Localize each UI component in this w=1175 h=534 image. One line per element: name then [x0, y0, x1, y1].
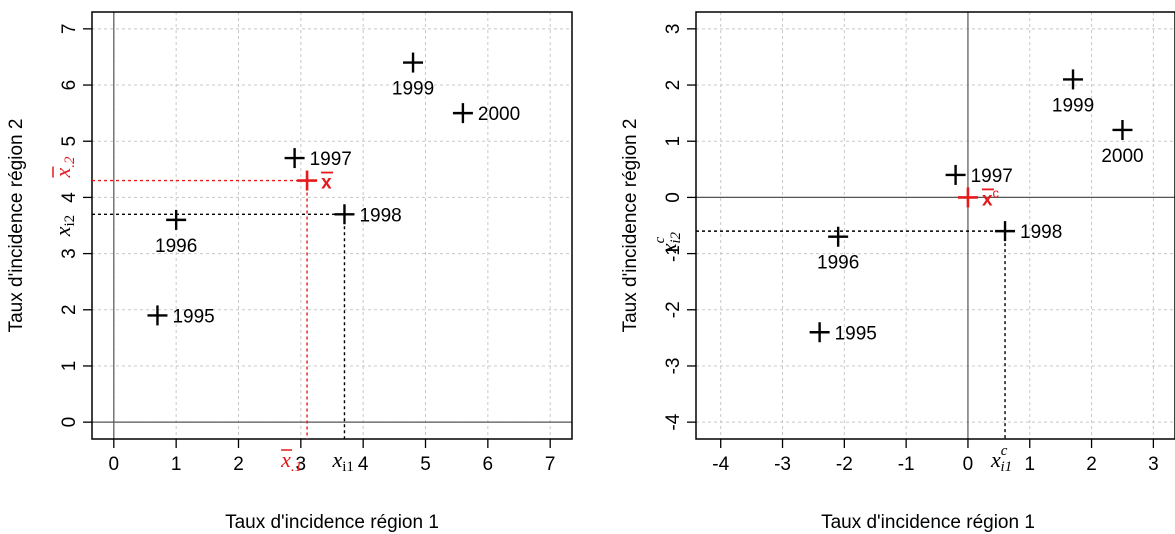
data-point-1997: 1997: [284, 148, 352, 170]
highlight-x-label: xi1: [331, 447, 353, 475]
point-label: 2000: [1101, 146, 1143, 167]
highlight-y-label: xi2: [50, 215, 78, 237]
y-tick-label: 4: [59, 192, 80, 203]
mean-point-sup: c: [993, 185, 1000, 200]
highlight-x-sub: i1: [1000, 459, 1012, 475]
highlight-y-letter: x: [656, 243, 681, 254]
mean-point-label: xc: [982, 185, 1000, 210]
y-tick-label: 7: [59, 24, 80, 35]
highlight-y-sup: c: [652, 236, 668, 243]
x-tick-label: -3: [774, 454, 791, 475]
point-label: 2000: [478, 104, 520, 125]
x-tick-label: -4: [712, 454, 729, 475]
data-point-1995: 1995: [809, 322, 877, 344]
x-tick-label: 3: [1148, 454, 1159, 475]
point-label: 1996: [817, 253, 859, 274]
point-label: 1995: [835, 323, 877, 344]
x-tick-label: 1: [1024, 454, 1035, 475]
point-label: 1999: [392, 79, 434, 100]
data-point-1998: 1998: [995, 221, 1062, 243]
mean-point-label-letter: x: [321, 173, 332, 194]
x-tick-label: -1: [898, 454, 915, 475]
y-tick-label: 0: [663, 192, 684, 203]
y-tick-label: 6: [59, 80, 80, 91]
y-axis-label: Taux d'incidence région 2: [620, 119, 641, 333]
point-label: 1998: [359, 205, 401, 226]
y-tick-label: 0: [59, 417, 80, 428]
point-label: 1997: [971, 166, 1013, 187]
point-label: 1997: [310, 149, 352, 170]
data-point-1998: 1998: [334, 204, 402, 226]
data-point-1999: 1999: [392, 52, 434, 100]
x-tick-label: 0: [963, 454, 974, 475]
y-axis-label: Taux d'incidence région 2: [6, 119, 27, 333]
x-tick-label: 6: [483, 454, 494, 475]
x-tick-label: 5: [420, 454, 431, 475]
data-point-1996: 1996: [155, 209, 197, 257]
y-tick-label: -1: [663, 245, 684, 262]
x-axis-label: Taux d'incidence région 1: [821, 512, 1035, 533]
y-tick-label: 2: [59, 304, 80, 315]
x-tick-label: 1: [171, 454, 182, 475]
data-point-2000: 2000: [452, 103, 520, 125]
highlight-x-label: xc i1: [990, 443, 1012, 475]
mean-x-label: x.1: [280, 447, 302, 475]
y-tick-label: 1: [663, 136, 684, 147]
data-point-2000: 2000: [1101, 119, 1144, 167]
mean-point-label: x: [321, 173, 332, 194]
right-panel-centered-data: -4 -3 -2 -1 0 1 2 3 -4 -3 -2 -1 0 1 2 3 Taux d'incidence…: [620, 11, 1175, 533]
mean-y-label: x.2: [50, 156, 78, 179]
mean-y-sub: .2: [62, 156, 78, 168]
y-tick-label: 3: [663, 24, 684, 35]
x-tick-label: 3: [296, 454, 307, 475]
x-tick-label: 4: [358, 454, 369, 475]
data-point-1997: 1997: [945, 164, 1013, 187]
x-tick-label: -2: [836, 454, 853, 475]
mean-x-sub: .1: [291, 459, 302, 475]
y-tick-label: 1: [59, 361, 80, 372]
highlight-y-sub: i2: [62, 215, 78, 227]
mean-x-letter: x: [280, 447, 291, 472]
point-label: 1998: [1020, 222, 1062, 243]
highlight-y-letter: x: [50, 226, 75, 237]
plot-frame: [91, 11, 573, 440]
y-tick-label: 3: [59, 248, 80, 259]
data-point-1995: 1995: [147, 305, 215, 327]
x-tick-label: 7: [545, 454, 556, 475]
point-label: 1995: [172, 306, 214, 327]
data-point-1999: 1999: [1052, 69, 1094, 116]
y-tick-label: 2: [663, 80, 684, 91]
x-tick-label: 0: [109, 454, 120, 475]
highlight-x-sub: i1: [342, 459, 354, 475]
point-label: 1999: [1052, 95, 1094, 116]
x-axis-label: Taux d'incidence région 1: [225, 512, 439, 533]
x-tick-label: 2: [233, 454, 244, 475]
plot-frame: [695, 11, 1175, 440]
data-point-1996: 1996: [817, 226, 859, 274]
y-tick-label: -2: [663, 301, 684, 318]
mean-y-letter: x: [50, 168, 75, 179]
highlight-x-sup: c: [1001, 443, 1008, 459]
y-tick-label: 5: [59, 136, 80, 147]
highlight-y-label: xci2: [652, 232, 684, 255]
highlight-x-letter: x: [331, 447, 342, 472]
mean-point-label-letter: x: [982, 189, 993, 210]
y-tick-label: -4: [663, 413, 684, 430]
left-panel-centered-raw: 0 1 2 3 4 5 6 7 0 1 2 3 4 5 6 7 Taux d'incidence région …: [6, 11, 573, 533]
x-tick-label: 2: [1086, 454, 1097, 475]
highlight-y-sub: i2: [668, 232, 684, 244]
point-label: 1996: [155, 236, 197, 257]
y-tick-label: -3: [663, 358, 684, 375]
highlight-x-letter: x: [990, 447, 1001, 472]
